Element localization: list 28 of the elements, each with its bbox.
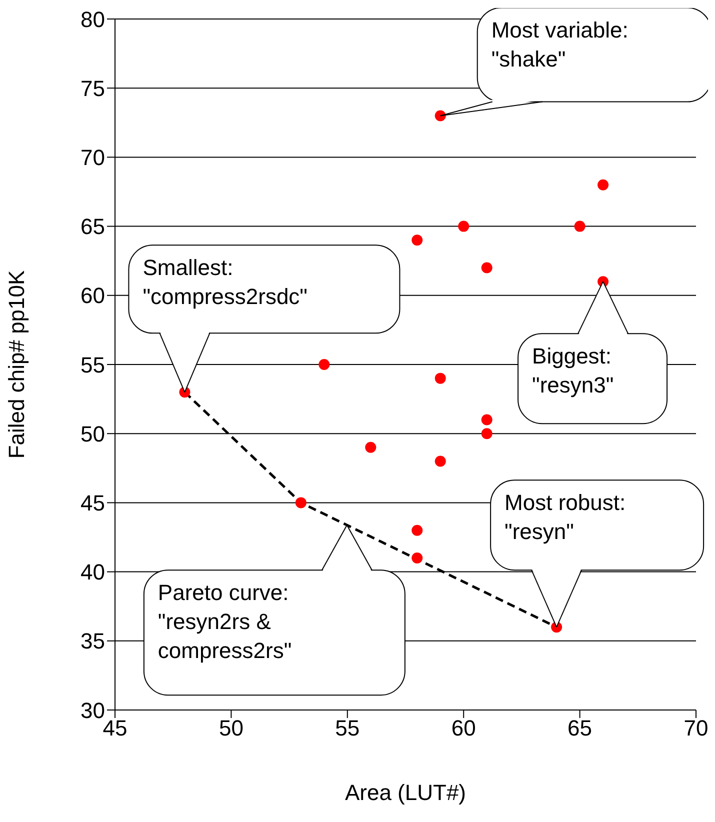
- x-axis-title: Area (LUT#): [344, 780, 466, 805]
- y-tick-label: 30: [80, 698, 105, 723]
- y-tick-label: 65: [80, 214, 105, 240]
- y-tick-label: 35: [80, 628, 105, 654]
- annotation: Smallest: "compress2rsdc": [142, 255, 308, 310]
- x-tick-label: 45: [102, 716, 128, 741]
- y-tick-label: 50: [80, 421, 105, 446]
- speech-bubble-callout: Pareto curve: "resyn2rs & compress2rs": [143, 524, 406, 696]
- x-tick-label: 70: [684, 716, 708, 741]
- y-tick-label: 40: [80, 560, 105, 585]
- speech-bubble-callout: Most variable: "shake": [440, 8, 708, 116]
- x-tick-label: 50: [218, 716, 244, 741]
- annotation: Pareto curve: "resyn2rs & compress2rs": [158, 580, 292, 664]
- x-tick-label: 65: [568, 716, 592, 741]
- annotation: Most robust: "resyn": [504, 490, 626, 544]
- speech-bubble-callout: Most robust: "resyn": [490, 480, 704, 628]
- y-axis-title: Failed chip# pp10K: [4, 270, 29, 459]
- y-tick-label: 55: [80, 352, 105, 378]
- y-tick-label: 80: [80, 6, 105, 32]
- x-tick-label: 55: [335, 716, 360, 741]
- y-tick-label: 75: [80, 76, 105, 101]
- annotation: Biggest: "resyn3": [532, 344, 614, 398]
- y-tick-label: 70: [80, 145, 105, 170]
- x-tick-label: 60: [451, 716, 476, 741]
- y-tick-label: 60: [80, 283, 105, 308]
- y-tick-label: 45: [80, 490, 105, 516]
- annotation: Most variable: "shake": [491, 18, 628, 72]
- speech-bubble-callout: Smallest: "compress2rsdc": [128, 244, 400, 393]
